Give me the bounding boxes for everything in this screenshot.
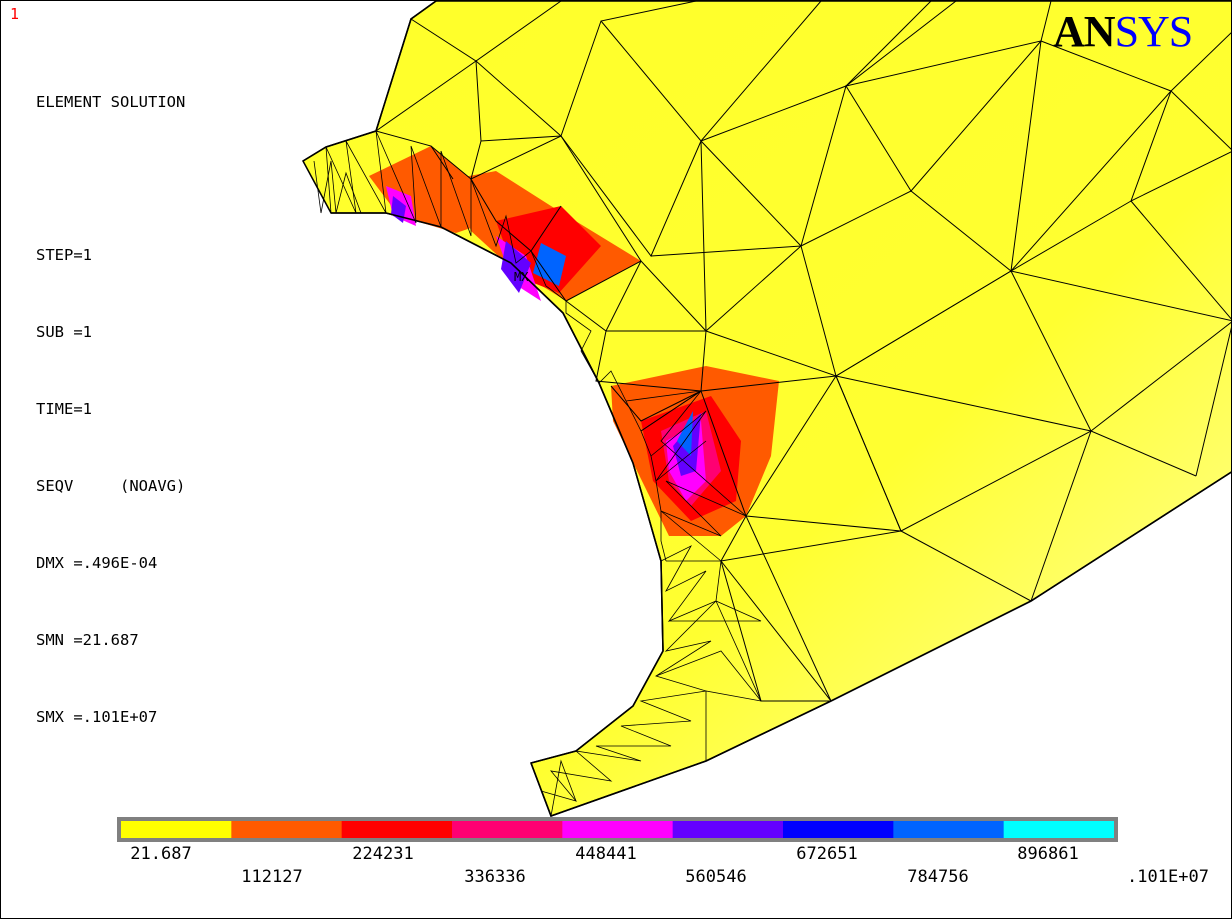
legend-label: .101E+07	[1127, 867, 1209, 887]
legend-swatch	[231, 821, 343, 838]
legend-label: 896861	[1017, 844, 1079, 864]
contour-legend	[121, 821, 1115, 838]
legend-label: 560546	[685, 867, 747, 887]
solution-info-panel: ELEMENT SOLUTION STEP=1 SUB =1 TIME=1 SE…	[36, 39, 185, 783]
logo-part-an: AN	[1053, 7, 1116, 56]
legend-label: 224231	[352, 844, 414, 864]
legend-label: 448441	[575, 844, 637, 864]
legend-swatch	[341, 821, 453, 838]
mesh-lines	[375, 1, 1231, 762]
mesh-lines-fine	[302, 130, 762, 818]
legend-swatch	[121, 821, 232, 838]
window-number: 1	[10, 5, 20, 23]
info-step: STEP=1	[36, 245, 92, 264]
legend-label: 784756	[907, 867, 969, 887]
legend-swatch	[893, 821, 1005, 838]
legend-swatch	[672, 821, 784, 838]
info-result-type: SEQV (NOAVG)	[36, 477, 186, 496]
legend-label: 112127	[241, 867, 303, 887]
legend-swatch	[562, 821, 674, 838]
info-title: ELEMENT SOLUTION	[36, 93, 186, 112]
info-time: TIME=1	[36, 400, 92, 419]
legend-swatch	[783, 821, 894, 838]
info-smx: SMX =.101E+07	[36, 708, 158, 727]
max-marker: MX	[514, 270, 529, 284]
legend-swatch	[1003, 821, 1115, 838]
ansys-logo: ANSYS	[1053, 7, 1194, 56]
logo-part-sys: SYS	[1114, 7, 1194, 56]
legend-swatch	[452, 821, 563, 838]
stress-region-upper	[369, 146, 641, 301]
legend-label: 21.687	[130, 844, 192, 864]
info-sub: SUB =1	[36, 323, 92, 341]
legend-label: 336336	[464, 867, 526, 887]
info-smn: SMN =21.687	[36, 631, 139, 650]
info-dmx: DMX =.496E-04	[36, 554, 158, 573]
legend-label: 672651	[796, 844, 858, 864]
legend-frame	[117, 817, 1118, 842]
